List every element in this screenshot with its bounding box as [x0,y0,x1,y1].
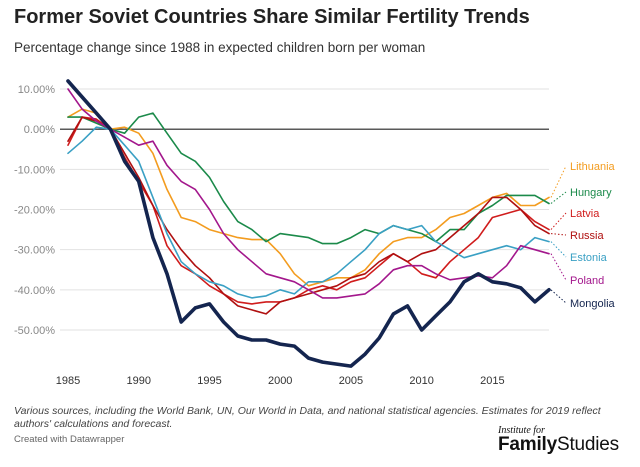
ifs-logo: Institute for FamilyStudies [498,425,628,461]
series-label-hungary: Hungary [570,187,612,199]
y-tick-label: -50.00% [14,325,55,337]
label-connector [550,212,567,230]
chart-title: Former Soviet Countries Share Similar Fe… [14,6,530,28]
y-tick-label: -40.00% [14,285,55,297]
series-lines [66,79,551,368]
y-tick-label: -20.00% [14,205,55,217]
datawrapper-credit[interactable]: Created with Datawrapper [14,434,125,445]
series-line-lithuania [67,108,550,287]
label-connector [550,165,567,198]
label-connector [550,233,567,236]
y-tick-label: -30.00% [14,245,55,257]
series-line-mongolia [66,79,551,368]
logo-small-text: Institute for [498,425,545,436]
series-label-russia: Russia [570,230,605,242]
x-tick-label: 1995 [197,375,221,387]
series-line-russia [67,116,550,315]
logo-bold-word: Family [498,434,557,455]
y-tick-label: 0.00% [24,124,55,136]
series-label-poland: Poland [570,275,604,287]
label-connector [550,289,567,304]
x-tick-label: 1990 [126,375,150,387]
source-note: Various sources, including the World Ban… [14,405,601,430]
series-label-mongolia: Mongolia [570,298,616,310]
y-tick-label: -10.00% [14,164,55,176]
chart-subtitle: Percentage change since 1988 in expected… [14,40,426,55]
series-label-lithuania: Lithuania [570,161,616,173]
x-axis-ticks: 1985 1990 1995 2000 2005 2010 2015 [56,375,505,387]
series-line-estonia [67,126,550,299]
label-connector [550,241,567,258]
line-chart: 10.00% 0.00% -10.00% -20.00% -30.00% -40.00% -… [14,79,616,387]
x-tick-label: 2000 [268,375,292,387]
series-label-estonia: Estonia [570,252,608,264]
x-tick-label: 2015 [480,375,504,387]
logo-regular-word: Studies [557,434,619,455]
series-label-latvia: Latvia [570,208,600,220]
label-connector [550,253,567,281]
gridlines [60,88,549,331]
x-tick-label: 2005 [339,375,363,387]
series-labels: Lithuania Hungary Latvia Russia Estonia Polan… [550,161,616,310]
logo-big-text: FamilyStudies [498,434,619,456]
y-tick-label: 10.00% [18,84,56,96]
x-tick-label: 2010 [409,375,433,387]
x-tick-label: 1985 [56,375,80,387]
series-line-hungary [67,112,550,245]
y-axis-ticks: 10.00% 0.00% -10.00% -20.00% -30.00% -40.00% -… [14,84,55,337]
